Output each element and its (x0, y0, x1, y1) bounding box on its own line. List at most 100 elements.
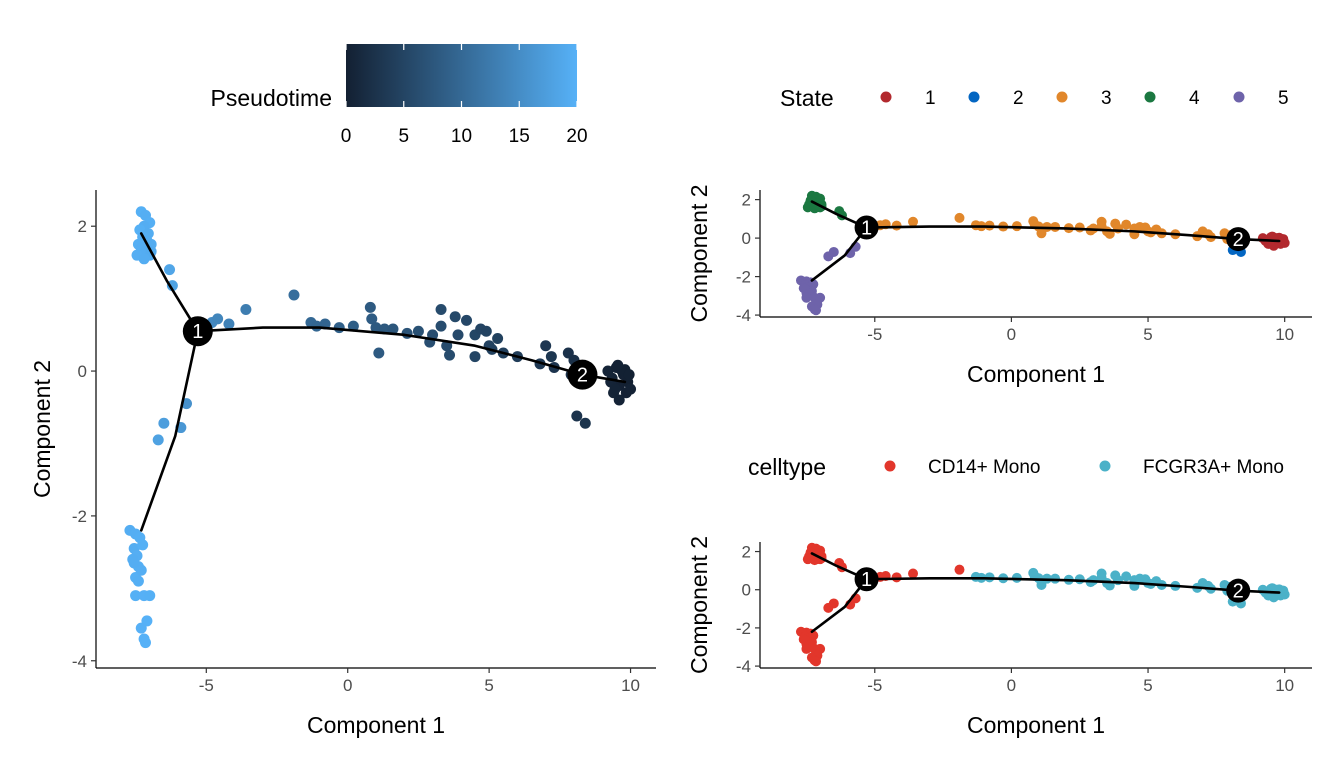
state-legend-label: 5 (1278, 88, 1289, 109)
data-point (223, 318, 235, 330)
data-point (412, 325, 424, 337)
pseudotime-colorbar (346, 44, 577, 107)
x-axis-title: Component 1 (967, 712, 1105, 738)
data-point (373, 347, 385, 359)
data-point (1121, 571, 1132, 582)
data-point (1074, 574, 1085, 585)
data-point (137, 539, 149, 551)
data-point (288, 289, 300, 301)
state-legend-label: 4 (1189, 88, 1200, 109)
data-point (387, 323, 399, 335)
data-point (908, 216, 919, 227)
y-tick-label: 2 (742, 543, 751, 562)
data-point (823, 602, 834, 613)
data-point (158, 417, 170, 429)
y-tick-label: -4 (72, 652, 87, 671)
data-point (1074, 222, 1085, 233)
data-point (801, 643, 812, 654)
state-legend-key (1233, 91, 1245, 103)
branch-point-label: 1 (192, 321, 203, 343)
branch-point-marker (567, 359, 598, 390)
data-point (613, 394, 625, 406)
data-point (449, 311, 461, 323)
pseudotime-legend: Pseudotime 0 5 10 15 20 (211, 44, 588, 147)
data-point (370, 322, 382, 334)
x-tick-label: 0 (343, 676, 352, 695)
pseudotime-legend-title: Pseudotime (211, 85, 332, 111)
data-point (811, 305, 822, 316)
data-point (908, 568, 919, 579)
state-plot-area: -5 0 5 10 -4 -2 0 2 Component 1 Component 2 1 2 (686, 184, 1312, 387)
state-legend-label: 3 (1101, 88, 1112, 109)
y-axis-title: Component 2 (686, 184, 712, 322)
y-tick-label: 2 (78, 217, 87, 236)
trajectory-branch (139, 329, 200, 532)
colorbar-tick-label: 0 (341, 126, 352, 147)
data-point (364, 301, 376, 313)
state-legend-key (1144, 91, 1156, 103)
data-point (492, 332, 504, 344)
celltype-legend-key (884, 460, 896, 472)
data-point (435, 320, 447, 332)
data-point (132, 575, 144, 587)
y-tick-label: 0 (742, 581, 751, 600)
data-point (401, 327, 413, 339)
data-point (545, 351, 557, 363)
data-points (795, 542, 1290, 667)
x-tick-label: 5 (1143, 676, 1152, 695)
data-point (480, 325, 492, 337)
x-tick-label: 10 (1275, 676, 1294, 695)
data-point (366, 313, 378, 325)
celltype-legend-key (1099, 460, 1111, 472)
branch-point-label: 2 (1233, 581, 1244, 603)
y-tick-label: -2 (736, 268, 751, 287)
celltype-legend-title: celltype (748, 454, 826, 480)
y-tick-label: 0 (78, 362, 87, 381)
branch-point-marker (1226, 227, 1251, 252)
x-axis-title: Component 1 (307, 712, 445, 738)
branch-point-marker (854, 567, 879, 592)
data-points (124, 206, 637, 649)
y-tick-label: -2 (736, 619, 751, 638)
data-point (347, 320, 359, 332)
data-point (623, 369, 635, 381)
celltype-legend: celltype CD14+ Mono FCGR3A+ Mono (748, 454, 1284, 480)
state-legend-label: 1 (925, 88, 936, 109)
colorbar-tick-label: 15 (509, 126, 530, 147)
celltype-legend-label: FCGR3A+ Mono (1143, 457, 1284, 478)
pseudotime-panel: Pseudotime 0 5 10 15 20 -5 0 5 10 -4 -2 0 2 Componen… (29, 44, 656, 738)
data-point (954, 564, 965, 575)
data-point (164, 264, 176, 276)
data-point (128, 557, 140, 569)
colorbar-tick-label: 20 (566, 126, 587, 147)
trajectory-branch (865, 225, 1281, 243)
x-tick-label: -5 (199, 676, 214, 695)
celltype-plot-area: -5 0 5 10 -4 -2 0 2 Component 1 Component 2 1 2 (686, 536, 1312, 738)
data-point (579, 417, 591, 429)
x-tick-label: -5 (867, 325, 882, 344)
data-point (452, 329, 464, 341)
celltype-legend-label: CD14+ Mono (928, 457, 1040, 478)
data-point (1121, 219, 1132, 230)
branch-point-label: 2 (1233, 229, 1244, 251)
data-point (138, 253, 150, 265)
data-point (311, 320, 323, 332)
branch-point-marker (854, 215, 879, 240)
celltype-panel: celltype CD14+ Mono FCGR3A+ Mono -5 0 5 10-4… (686, 454, 1312, 738)
x-tick-label: 10 (621, 676, 640, 695)
y-tick-label: -2 (72, 507, 87, 526)
data-point (469, 351, 481, 363)
data-point (461, 314, 473, 326)
data-point (823, 251, 834, 262)
data-point (571, 410, 583, 422)
data-point (444, 349, 456, 361)
data-point (135, 564, 147, 576)
data-point (435, 304, 447, 315)
data-point (135, 622, 147, 634)
data-point (891, 220, 902, 231)
data-point (333, 322, 345, 334)
data-point (809, 555, 820, 566)
branch-point-label: 2 (577, 365, 588, 387)
x-tick-label: 5 (484, 676, 493, 695)
